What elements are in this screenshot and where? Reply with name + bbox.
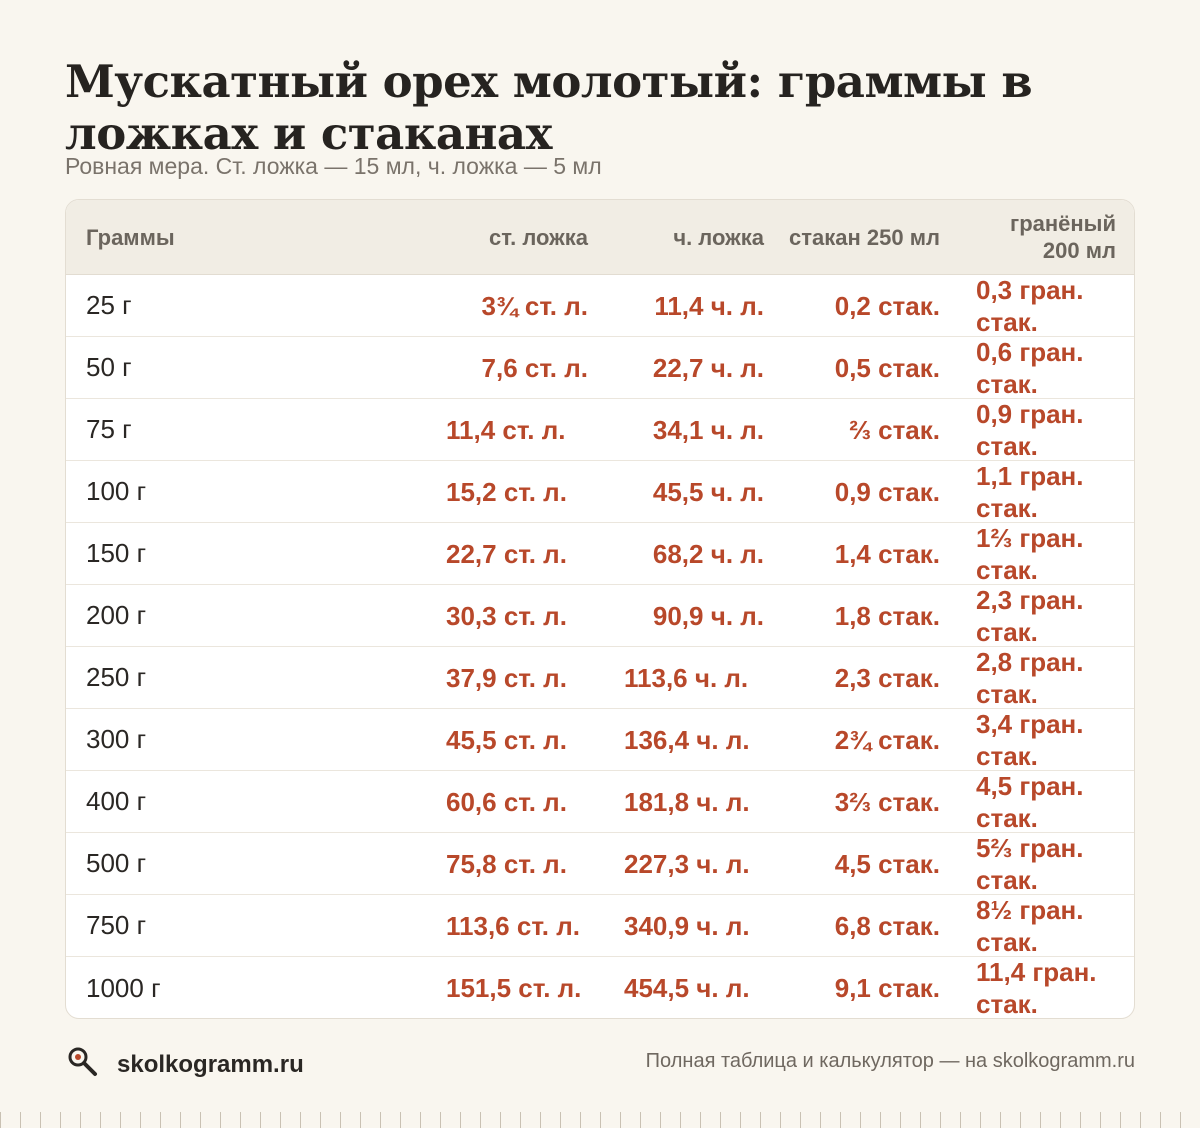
tablespoon-cell: 37,9 ст. л.: [446, 662, 567, 693]
table-row: 100 г 15,2 ст. л. 45,5 ч. л. 0,9 стак. 1,1 г…: [66, 461, 1134, 523]
cup-250-cell: ⅔ стак.: [849, 414, 940, 445]
table-row: 50 г 7,6 ст. л. 22,7 ч. л. 0,5 стак. 0,6 гра…: [66, 337, 1134, 399]
tablespoon-cell: 11,4 ст. л.: [446, 414, 566, 445]
cup-250-cell: 2,3 стак.: [834, 662, 940, 693]
teaspoon-cell: 45,5 ч. л.: [652, 476, 764, 507]
faceted-200-cell: 11,4 гран. стак.: [976, 957, 1097, 1019]
grams-cell: 1000 г: [86, 972, 161, 1003]
cup-250-cell: 0,9 стак.: [834, 476, 940, 507]
teaspoon-cell: 454,5 ч. л.: [624, 973, 750, 1003]
header-cup-250: стакан 250 мл: [789, 224, 940, 250]
header-teaspoon: ч. ложка: [673, 224, 764, 250]
grams-cell: 75 г: [86, 414, 132, 444]
table-row: 200 г 30,3 ст. л. 90,9 ч. л. 1,8 стак. 2,3 г…: [66, 585, 1134, 647]
cup-250-cell: 4,5 стак.: [834, 848, 940, 879]
header-grams: Граммы: [86, 224, 175, 250]
tablespoon-cell: 7,6 ст. л.: [481, 352, 588, 383]
header-faceted-200: гранёный 200 мл: [1010, 211, 1116, 263]
cup-250-cell: 0,2 стак.: [834, 290, 940, 321]
grams-cell: 750 г: [86, 910, 147, 940]
teaspoon-cell: 227,3 ч. л.: [624, 848, 750, 879]
faceted-200-cell: 0,9 гран. стак.: [976, 398, 1084, 461]
tablespoon-cell: 75,8 ст. л.: [446, 848, 567, 879]
cup-250-cell: 9,1 стак.: [834, 973, 940, 1003]
tablespoon-cell: 45,5 ст. л.: [446, 724, 567, 755]
faceted-200-cell: 3,4 гран. стак.: [976, 708, 1084, 771]
table-row: 250 г 37,9 ст. л. 113,6 ч. л. 2,3 стак. 2,8 …: [66, 647, 1134, 709]
grams-cell: 100 г: [86, 476, 147, 506]
teaspoon-cell: 113,6 ч. л.: [624, 662, 749, 693]
faceted-200-cell: 0,6 гран. стак.: [976, 336, 1084, 399]
tablespoon-cell: 22,7 ст. л.: [446, 538, 567, 569]
grams-cell: 300 г: [86, 724, 147, 754]
page-subtitle: Ровная мера. Ст. ложка — 15 мл, ч. ложка…: [65, 153, 602, 179]
tablespoon-cell: 113,6 ст. л.: [446, 910, 580, 941]
cup-250-cell: 2¾ стак.: [834, 724, 940, 755]
teaspoon-cell: 136,4 ч. л.: [624, 724, 750, 755]
tablespoon-cell: 60,6 ст. л.: [446, 786, 567, 817]
table-row: 750 г 113,6 ст. л. 340,9 ч. л. 6,8 стак. 8½ …: [66, 895, 1134, 957]
teaspoon-cell: 34,1 ч. л.: [652, 414, 764, 445]
footer-note: Полная таблица и калькулятор — на skolko…: [645, 1050, 1135, 1072]
teaspoon-cell: 68,2 ч. л.: [652, 538, 764, 569]
faceted-200-cell: 4,5 гран. стак.: [976, 770, 1084, 833]
table-row: 400 г 60,6 ст. л. 181,8 ч. л. 3⅔ стак. 4,5 г…: [66, 771, 1134, 833]
tablespoon-cell: 15,2 ст. л.: [446, 476, 567, 507]
teaspoon-cell: 22,7 ч. л.: [652, 352, 764, 383]
table-row: 300 г 45,5 ст. л. 136,4 ч. л. 2¾ стак. 3,4 г…: [66, 709, 1134, 771]
cup-250-cell: 6,8 стак.: [834, 910, 940, 941]
grams-cell: 200 г: [86, 600, 147, 630]
grams-cell: 150 г: [86, 538, 147, 568]
tablespoon-cell: 3¾ ст. л.: [481, 290, 588, 321]
table-header: Граммы ст. ложка ч. ложка стакан 250 мл …: [66, 200, 1134, 275]
conversion-table: Граммы ст. ложка ч. ложка стакан 250 мл …: [65, 199, 1135, 1019]
faceted-200-cell: 8½ гран. стак.: [976, 894, 1084, 957]
table-row: 1000 г 151,5 ст. л. 454,5 ч. л. 9,1 стак. 11…: [66, 957, 1134, 1019]
tablespoon-cell: 151,5 ст. л.: [446, 973, 582, 1003]
faceted-200-cell: 5⅔ гран. стак.: [976, 832, 1084, 895]
cup-250-cell: 1,8 стак.: [834, 600, 940, 631]
faceted-200-cell: 2,8 гран. стак.: [976, 646, 1084, 709]
page-title: Мускатный орех молотый: граммы в ложках …: [65, 55, 1033, 160]
brand-name: skolkogramm.ru: [117, 1050, 304, 1078]
header-tablespoon: ст. ложка: [489, 224, 588, 250]
teaspoon-cell: 340,9 ч. л.: [624, 910, 750, 941]
faceted-200-cell: 0,3 гран. стак.: [976, 274, 1084, 337]
brand-logo[interactable]: skolkogramm.ru: [65, 1044, 304, 1085]
teaspoon-cell: 181,8 ч. л.: [624, 786, 750, 817]
table-body: 25 г 3¾ ст. л. 11,4 ч. л. 0,2 стак. 0,3 гран…: [66, 275, 1134, 1019]
faceted-200-cell: 1,1 гран. стак.: [976, 460, 1084, 523]
table-row: 75 г 11,4 ст. л. 34,1 ч. л. ⅔ стак. 0,9 гран…: [66, 399, 1134, 461]
grams-cell: 50 г: [86, 352, 132, 382]
teaspoon-cell: 90,9 ч. л.: [652, 600, 764, 631]
cup-250-cell: 0,5 стак.: [834, 352, 940, 383]
table-row: 25 г 3¾ ст. л. 11,4 ч. л. 0,2 стак. 0,3 гран…: [66, 275, 1134, 337]
cup-250-cell: 3⅔ стак.: [834, 786, 940, 817]
faceted-200-cell: 2,3 гран. стак.: [976, 584, 1084, 647]
table-row: 500 г 75,8 ст. л. 227,3 ч. л. 4,5 стак. 5⅔ г…: [66, 833, 1134, 895]
search-icon: [65, 1044, 101, 1085]
grams-cell: 25 г: [86, 290, 132, 320]
cup-250-cell: 1,4 стак.: [834, 538, 940, 569]
grams-cell: 400 г: [86, 786, 147, 816]
teaspoon-cell: 11,4 ч. л.: [654, 290, 764, 321]
grams-cell: 500 г: [86, 848, 147, 878]
ruler-decoration: [0, 1112, 1200, 1128]
table-row: 150 г 22,7 ст. л. 68,2 ч. л. 1,4 стак. 1⅔ гр…: [66, 523, 1134, 585]
grams-cell: 250 г: [86, 662, 147, 692]
faceted-200-cell: 1⅔ гран. стак.: [976, 522, 1084, 585]
tablespoon-cell: 30,3 ст. л.: [446, 600, 567, 631]
